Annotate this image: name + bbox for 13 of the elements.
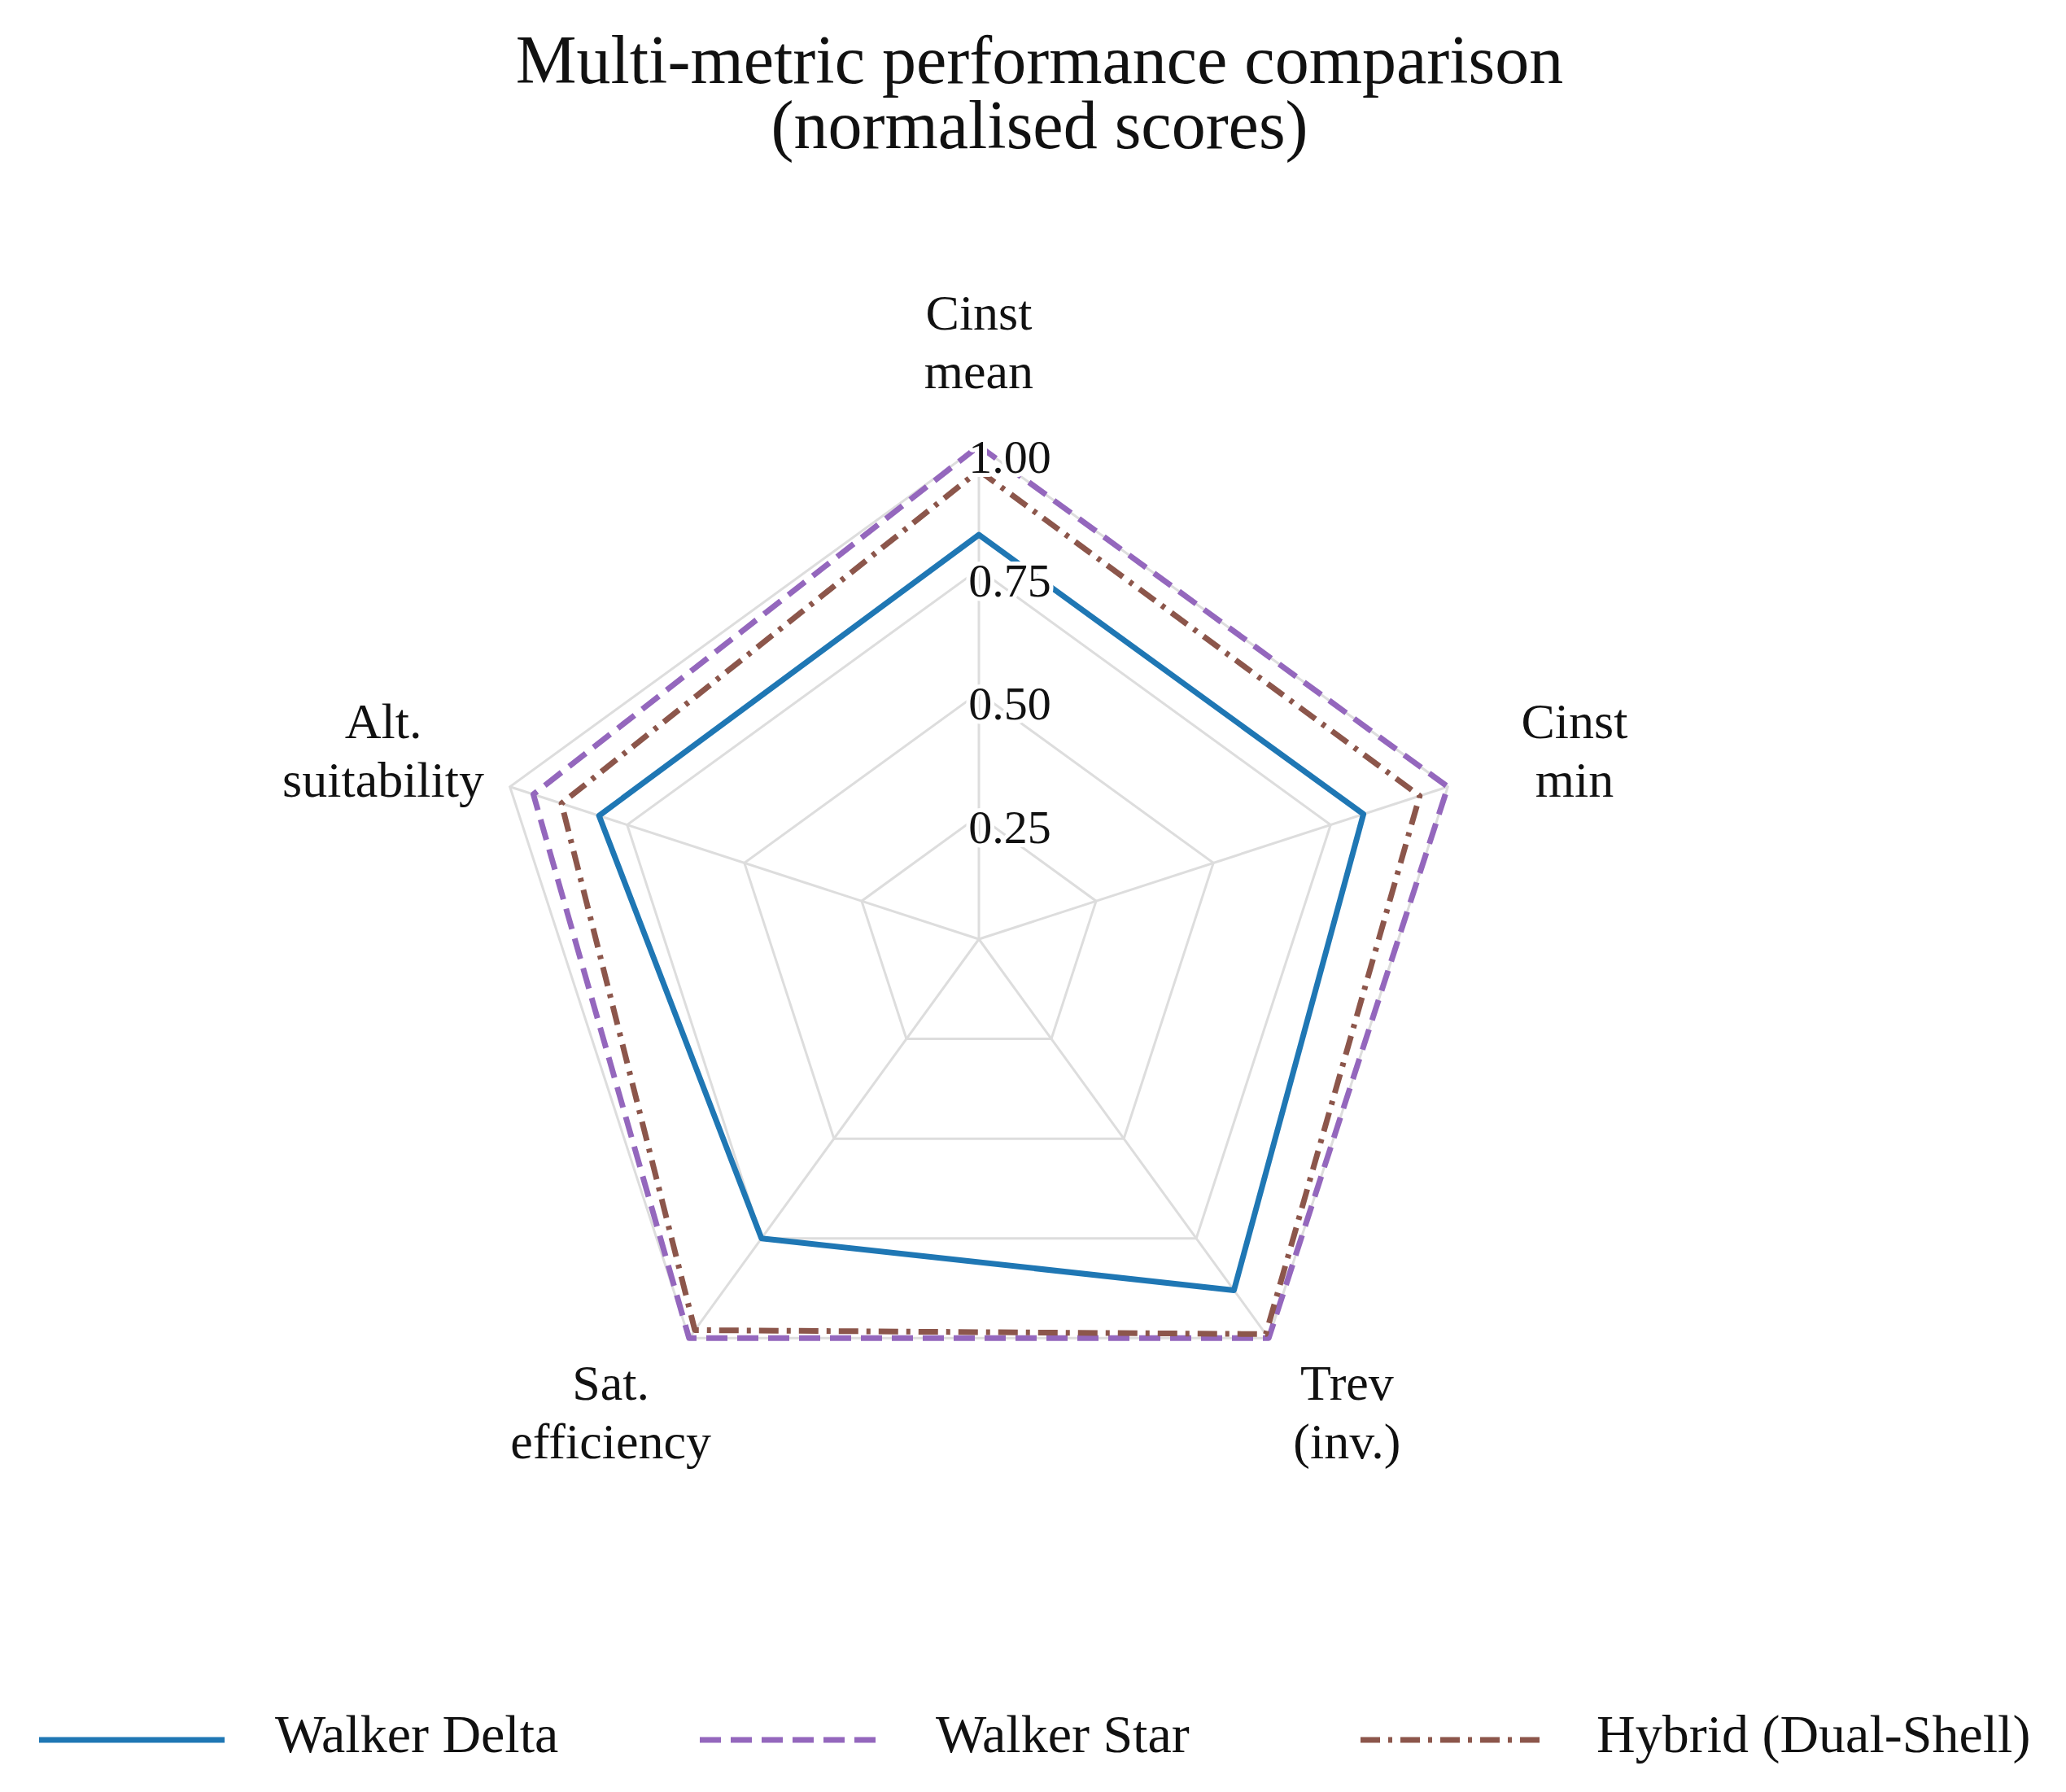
- legend-label: Hybrid (Dual-Shell): [1596, 1704, 2031, 1765]
- y-tick-label: 1.00: [968, 431, 1051, 484]
- spoke-label: Trev (inv.): [1293, 1355, 1401, 1471]
- spoke-label: Cinst min: [1521, 693, 1628, 808]
- chart-title: Multi-metric performance comparison (normalised scores): [515, 22, 1564, 164]
- y-tick-label: 0.75: [968, 553, 1051, 607]
- y-tick-label: 0.50: [968, 677, 1051, 731]
- y-tick-label: 0.25: [968, 800, 1051, 854]
- spoke-label: Alt. suitability: [282, 693, 485, 808]
- legend-label: Walker Delta: [275, 1704, 559, 1764]
- spoke-label: Sat. efficiency: [510, 1355, 711, 1470]
- legend-label: Walker Star: [936, 1704, 1190, 1764]
- spoke-label: Cinst mean: [924, 285, 1034, 400]
